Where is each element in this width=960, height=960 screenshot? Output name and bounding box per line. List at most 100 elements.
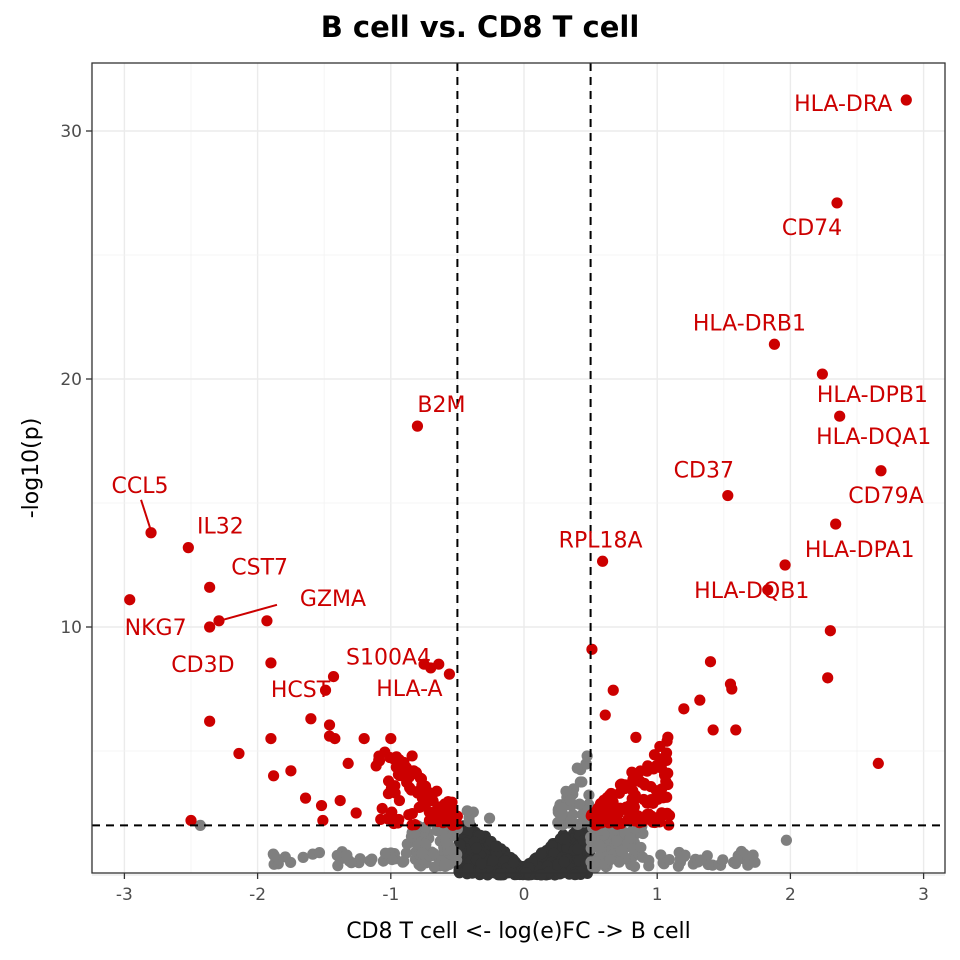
gene-label-hla-dpa1: HLA-DPA1: [805, 538, 915, 563]
data-point: [779, 559, 791, 571]
data-point: [379, 847, 392, 859]
points-significant: [124, 94, 912, 831]
data-point: [571, 762, 583, 774]
data-point: [655, 849, 667, 861]
labeled-data-point: [831, 197, 843, 209]
label-connector: [222, 603, 278, 621]
points-fc-only: [194, 750, 793, 874]
x-tick-label: -2: [249, 885, 266, 905]
data-point: [726, 683, 738, 695]
labeled-data-point: [213, 615, 225, 627]
data-point: [822, 672, 834, 684]
data-point: [590, 807, 602, 819]
data-point: [661, 754, 673, 766]
threshold-lines: [92, 63, 945, 873]
data-point: [398, 756, 410, 769]
x-tick-label: 2: [785, 885, 796, 905]
data-point: [400, 847, 412, 859]
gene-label-hcst: HCST: [271, 678, 331, 703]
data-point: [824, 625, 836, 637]
data-point: [560, 785, 572, 797]
data-point: [423, 814, 436, 826]
data-point: [323, 730, 336, 742]
data-point: [461, 805, 473, 817]
labeled-data-point: [834, 410, 846, 422]
data-point: [358, 733, 370, 745]
data-point: [598, 794, 610, 806]
data-point: [583, 789, 595, 801]
labeled-data-point: [875, 465, 887, 477]
data-point: [267, 770, 280, 782]
data-point: [593, 839, 605, 851]
gene-label-nkg7: NKG7: [125, 616, 187, 641]
data-point: [660, 775, 672, 787]
gene-label-cd37: CD37: [674, 459, 734, 484]
data-point: [661, 807, 673, 819]
gene-label-cst7: CST7: [231, 555, 288, 580]
labeled-data-point: [204, 581, 216, 593]
labeled-data-point: [443, 668, 456, 680]
data-point: [315, 799, 328, 812]
x-tick-label: 0: [519, 885, 530, 905]
data-point: [268, 849, 280, 862]
data-point: [475, 858, 487, 870]
labeled-data-point: [830, 518, 842, 530]
gene-label-cd79a: CD79A: [848, 484, 923, 509]
data-point: [305, 713, 317, 725]
data-point: [678, 703, 690, 715]
gene-label-hla-drb1: HLA-DRB1: [693, 311, 806, 336]
x-axis-title: CD8 T cell <- log(e)FC -> B cell: [346, 919, 691, 944]
gene-label-hla-a: HLA-A: [376, 677, 442, 702]
data-point: [440, 836, 452, 848]
data-point: [427, 795, 439, 807]
gene-label-hla-dqb1: HLA-DQB1: [694, 579, 809, 604]
data-point: [442, 800, 454, 812]
gene-label-il32: IL32: [197, 515, 244, 540]
data-point: [780, 834, 793, 846]
data-point: [483, 812, 496, 824]
data-point: [707, 724, 719, 736]
grid-lines: [90, 63, 945, 876]
labeled-data-point: [596, 555, 609, 567]
data-point: [628, 860, 641, 873]
gene-label-ccl5: CCL5: [112, 474, 169, 499]
data-point: [428, 847, 440, 860]
data-point: [261, 615, 273, 627]
data-point: [366, 853, 378, 865]
data-point: [470, 842, 483, 854]
data-point: [605, 787, 617, 800]
data-point: [535, 869, 548, 881]
panel-border: [91, 62, 946, 874]
data-point: [313, 847, 326, 859]
data-point: [331, 849, 343, 862]
gene-label-hla-dqa1: HLA-DQA1: [816, 425, 931, 450]
labeled-data-point: [816, 368, 828, 380]
gene-labels: HLA-DRA CD74 HLA-DRB1 HLA-DPB1 HLA-DQA1 CD79A…: [112, 92, 932, 703]
label-connector: [140, 499, 151, 529]
data-point: [645, 794, 657, 806]
data-point: [406, 807, 418, 820]
data-point: [414, 801, 426, 813]
data-point: [586, 643, 598, 655]
data-point: [613, 856, 625, 868]
data-point: [490, 840, 502, 853]
y-axis-title: -log10(p): [19, 418, 44, 519]
data-point: [233, 747, 245, 760]
labeled-data-point: [204, 621, 216, 633]
data-point: [694, 694, 706, 706]
chart-title: B cell vs. CD8 T cell: [320, 10, 640, 44]
x-tick-label: -3: [116, 885, 133, 905]
data-point: [576, 776, 588, 788]
data-point: [420, 838, 432, 850]
data-point: [354, 853, 366, 865]
gene-label-rpl18a: RPL18A: [559, 528, 643, 553]
labeled-data-point: [722, 489, 734, 502]
data-point: [507, 856, 520, 869]
data-point: [695, 854, 707, 866]
gene-label-cd3d: CD3D: [171, 653, 234, 678]
gene-label-hla-dpb1: HLA-DPB1: [817, 383, 928, 408]
data-point: [406, 819, 418, 831]
data-point: [414, 772, 426, 784]
labeled-data-point: [182, 542, 194, 554]
points-not-significant: [452, 819, 596, 881]
